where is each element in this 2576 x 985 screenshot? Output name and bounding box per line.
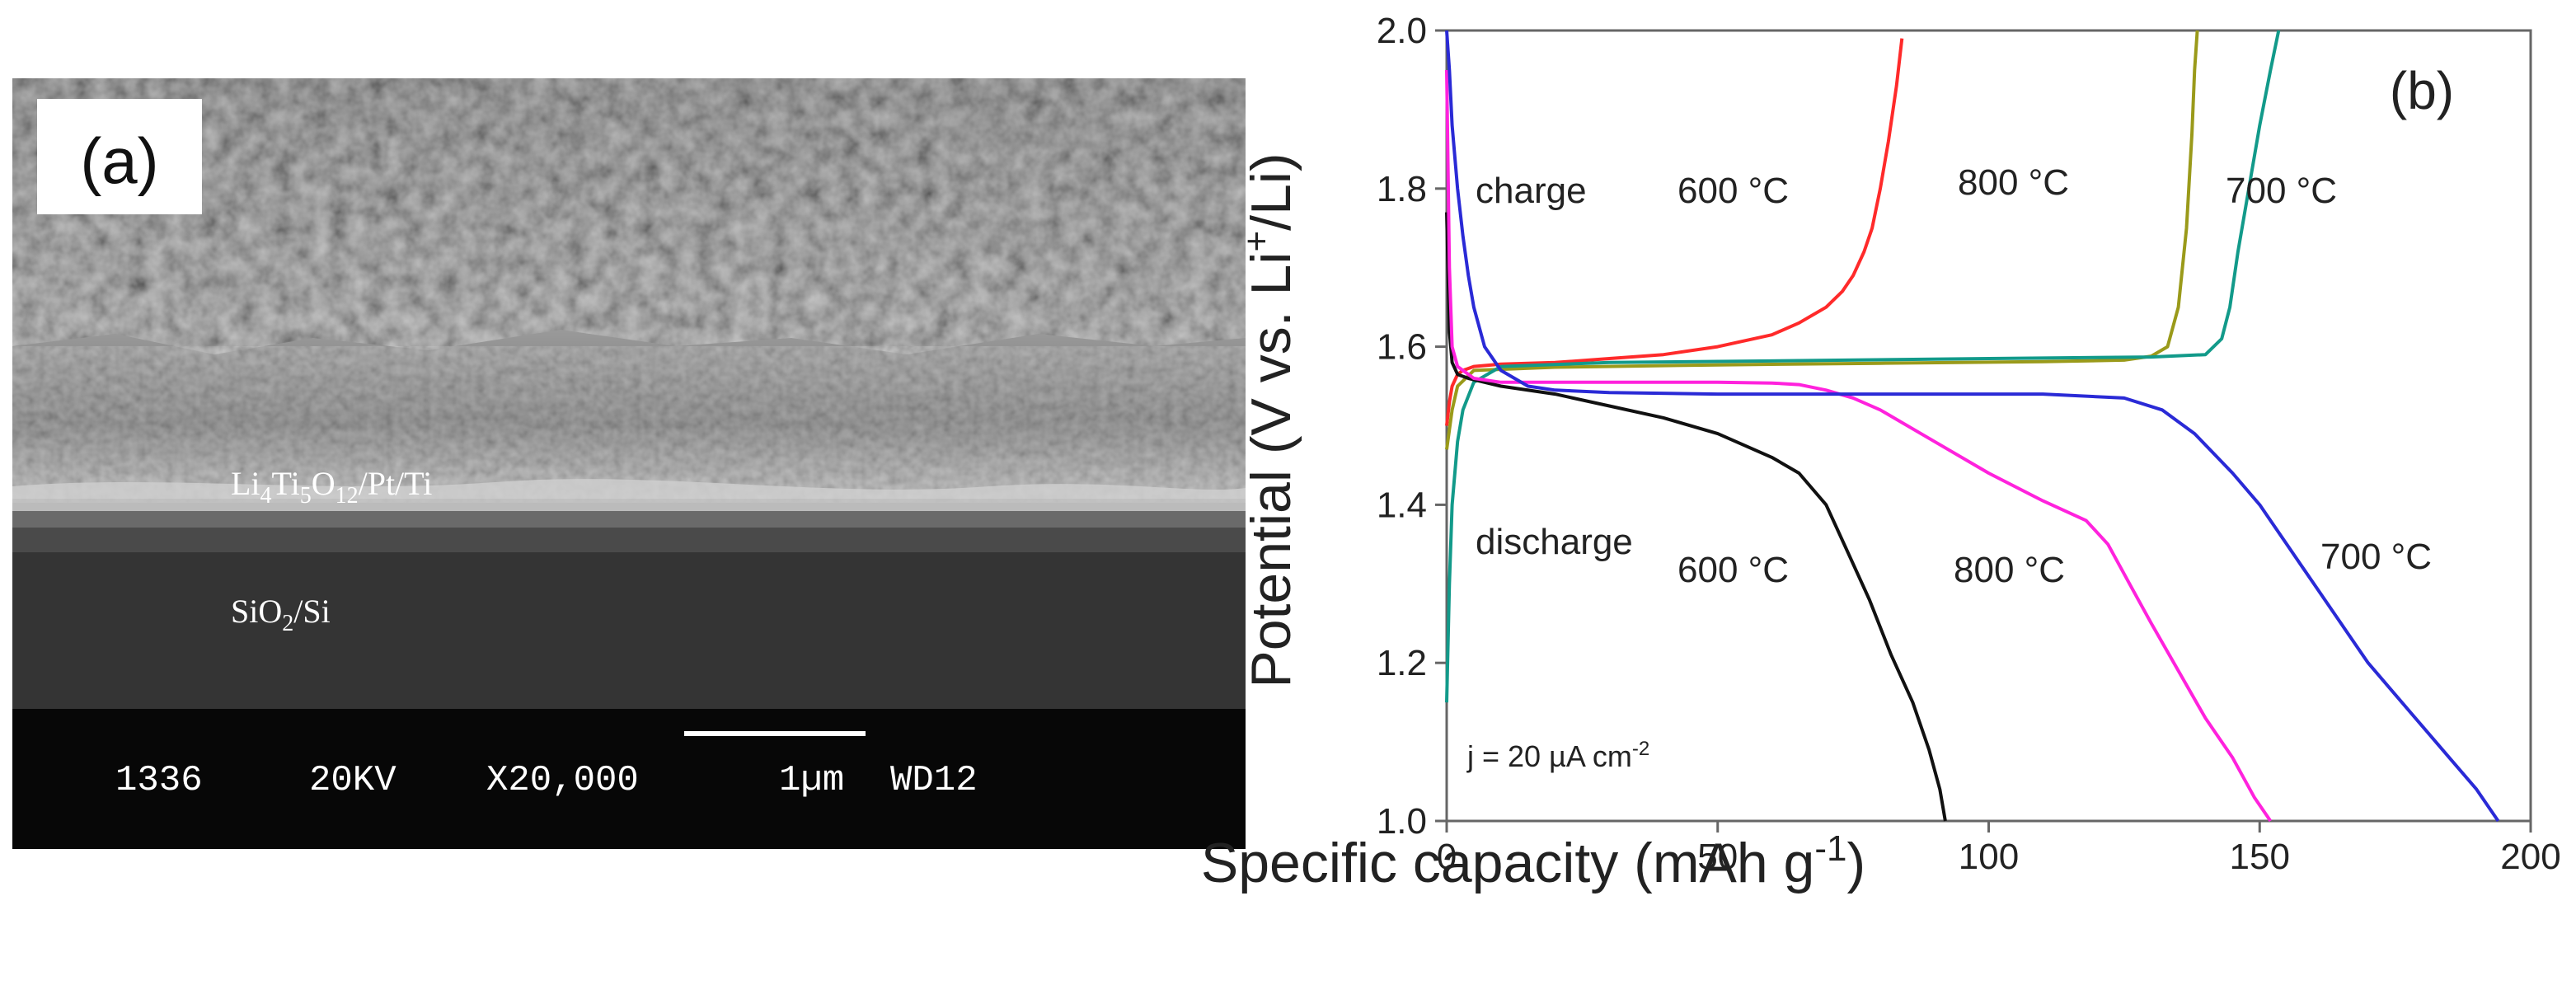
charge-600-label: 600 °C bbox=[1677, 171, 1789, 211]
y-tick-label: 2.0 bbox=[1377, 11, 1427, 51]
series-line bbox=[1445, 30, 2500, 823]
chart-annotations: charge 600 °C 800 °C 700 °C discharge 60… bbox=[1466, 162, 2432, 773]
series-line bbox=[1445, 30, 2199, 450]
sem-wd: WD12 bbox=[890, 760, 978, 801]
series-group bbox=[1445, 30, 2500, 823]
sem-image bbox=[12, 78, 1246, 849]
panel-a-label: (a) bbox=[80, 124, 158, 197]
charge-label: charge bbox=[1476, 171, 1587, 211]
sem-info-bar: 1336 20KV X20,000 1µm WD12 bbox=[115, 760, 978, 801]
panel-b-label: (b) bbox=[2390, 61, 2454, 120]
y-tick-label: 1.0 bbox=[1377, 801, 1427, 842]
layer-label: Li4Ti5O12/Pt/Ti bbox=[231, 465, 432, 509]
charge-800-label: 800 °C bbox=[1958, 162, 2069, 203]
x-tick-label: 150 bbox=[2230, 837, 2290, 877]
discharge-600-label: 600 °C bbox=[1677, 550, 1789, 590]
discharge-800-label: 800 °C bbox=[1954, 550, 2065, 590]
y-tick-label: 1.6 bbox=[1377, 327, 1427, 368]
series-line bbox=[1445, 30, 2281, 703]
y-tick-label: 1.4 bbox=[1377, 485, 1427, 525]
current-density-label: j = 20 µA cm-2 bbox=[1466, 738, 1649, 773]
sem-scale: 1µm bbox=[779, 760, 844, 801]
substrate-label: SiO2/Si bbox=[231, 593, 331, 636]
x-axis-label: Specific capacity (mAh g-1) bbox=[1201, 828, 1865, 894]
panel-label-box bbox=[37, 99, 202, 214]
discharge-label: discharge bbox=[1476, 522, 1633, 562]
y-tick-label: 1.2 bbox=[1377, 643, 1427, 683]
x-tick-label: 200 bbox=[2500, 837, 2560, 877]
sem-magnification: X20,000 bbox=[486, 760, 639, 801]
series-line bbox=[1445, 38, 1904, 426]
y-tick-label: 1.8 bbox=[1377, 169, 1427, 209]
sem-panel: (a) Li4Ti5O12/Pt/Ti SiO2/Si 1336 20KV X2… bbox=[12, 78, 1246, 849]
sem-id: 1336 bbox=[115, 760, 203, 801]
charge-700-label: 700 °C bbox=[2226, 171, 2337, 211]
x-tick-label: 100 bbox=[1959, 837, 2019, 877]
axes-frame bbox=[1445, 29, 2532, 823]
plot-area bbox=[1445, 29, 2532, 823]
discharge-700-label: 700 °C bbox=[2320, 537, 2432, 577]
series-line bbox=[1445, 212, 1947, 822]
axis-ticks: 0 50 100 150 200 1.0 1.2 1.4 1.6 1.8 2.0 bbox=[1377, 11, 2561, 877]
series-line bbox=[1445, 69, 2273, 823]
sem-voltage: 20KV bbox=[309, 760, 396, 801]
x-tick-label: 50 bbox=[1697, 837, 1738, 877]
y-axis-label: Potential (V vs. Li+/Li) bbox=[1236, 152, 1302, 687]
x-tick-label: 0 bbox=[1437, 837, 1457, 877]
